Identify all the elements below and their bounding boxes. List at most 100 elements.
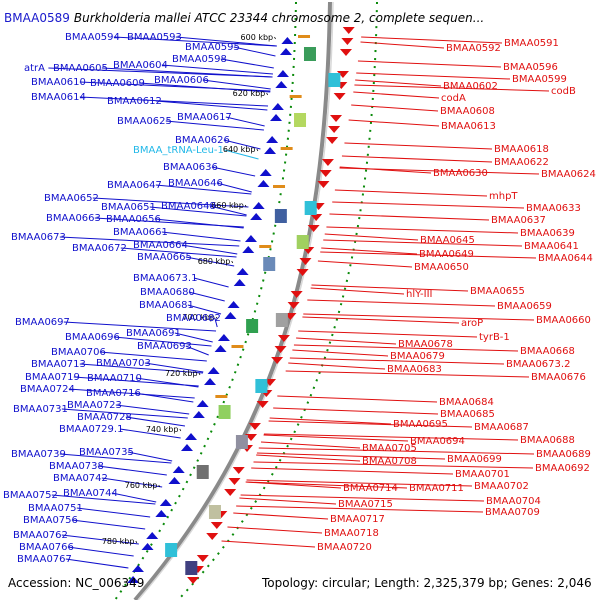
plus-strand-feature[interactable]	[296, 269, 309, 276]
gene-label-right[interactable]: BMAA0715	[338, 499, 393, 510]
plus-strand-feature[interactable]	[330, 115, 343, 122]
gene-label-left[interactable]: BMAA0664	[133, 240, 188, 251]
plus-strand-feature[interactable]	[271, 357, 284, 364]
gene-label-right[interactable]: BMAA0705	[362, 443, 417, 454]
gene-label-right[interactable]: hlY-III	[406, 289, 433, 300]
gene-label-left[interactable]: BMAA0735	[79, 447, 134, 458]
plus-strand-feature[interactable]	[245, 434, 258, 441]
plus-strand-feature[interactable]	[224, 489, 237, 496]
minus-strand-feature[interactable]	[264, 147, 277, 154]
plus-strand-feature[interactable]	[342, 27, 355, 34]
minus-strand-feature[interactable]	[244, 235, 257, 242]
minus-strand-feature[interactable]	[271, 103, 284, 110]
gene-label-right[interactable]: BMAA0695	[393, 419, 448, 430]
gene-label-left[interactable]: BMAA_tRNA-Leu-1	[133, 145, 224, 156]
gene-label-right[interactable]: BMAA0708	[362, 456, 417, 467]
gene-label-left[interactable]: BMAA0651	[101, 202, 156, 213]
plus-strand-feature[interactable]	[326, 137, 339, 144]
gene-label-left[interactable]: BMAA0665	[137, 252, 192, 263]
gene-label-right[interactable]: BMAA0644	[538, 253, 593, 264]
header-locus-label[interactable]: BMAA0589	[4, 11, 70, 25]
minus-strand-feature[interactable]	[279, 48, 292, 55]
gene-label-right[interactable]: BMAA0678	[398, 339, 453, 350]
minus-strand-feature[interactable]	[224, 312, 237, 319]
gene-label-right[interactable]: BMAA0692	[535, 463, 590, 474]
gene-label-left[interactable]: BMAA0656	[106, 214, 161, 225]
gene-label-left[interactable]: BMAA0661	[113, 227, 168, 238]
gene-label-right[interactable]: BMAA0650	[414, 262, 469, 273]
gene-label-left[interactable]: BMAA0609	[90, 78, 145, 89]
plus-strand-feature[interactable]	[336, 71, 349, 78]
gene-label-left[interactable]: BMAA0673.1	[133, 273, 197, 284]
gene-label-left[interactable]: BMAA0682	[166, 313, 221, 324]
plus-strand-feature[interactable]	[196, 555, 209, 562]
gene-label-left[interactable]: BMAA0605	[53, 63, 108, 74]
gene-label-left[interactable]: BMAA0610	[31, 77, 86, 88]
gene-label-right[interactable]: BMAA0624	[541, 169, 596, 180]
minus-strand-feature[interactable]	[207, 367, 220, 374]
gene-label-right[interactable]: BMAA0717	[330, 514, 385, 525]
plus-strand-feature[interactable]	[341, 38, 354, 45]
gene-label-left[interactable]: BMAA0617	[177, 112, 232, 123]
gene-label-right[interactable]: BMAA0592	[446, 43, 501, 54]
gene-label-right[interactable]: BMAA0668	[520, 346, 575, 357]
minus-strand-feature[interactable]	[281, 37, 294, 44]
minus-strand-feature[interactable]	[196, 400, 209, 407]
minus-strand-feature[interactable]	[217, 334, 230, 341]
gene-label-right[interactable]: codB	[551, 86, 576, 97]
gene-label-right[interactable]: BMAA0649	[419, 249, 474, 260]
gene-label-left[interactable]: BMAA0594	[65, 32, 120, 43]
gene-label-left[interactable]: BMAA0716	[86, 388, 141, 399]
gene-label-left[interactable]: BMAA0598	[172, 54, 227, 65]
minus-strand-feature[interactable]	[172, 466, 185, 473]
gene-label-left[interactable]: BMAA0680	[140, 287, 195, 298]
plus-strand-feature[interactable]	[210, 522, 223, 529]
minus-strand-feature[interactable]	[252, 202, 265, 209]
minus-strand-feature[interactable]	[159, 499, 172, 506]
gene-label-left[interactable]: BMAA0738	[49, 461, 104, 472]
gene-label-right[interactable]: BMAA0618	[494, 144, 549, 155]
gene-label-right[interactable]: BMAA0714	[343, 483, 398, 494]
plus-strand-feature[interactable]	[232, 467, 245, 474]
plus-strand-feature[interactable]	[299, 258, 312, 265]
gene-label-right[interactable]: BMAA0596	[503, 62, 558, 73]
plus-strand-feature[interactable]	[287, 302, 300, 309]
gene-label-left[interactable]: BMAA0697	[15, 317, 70, 328]
plus-strand-feature[interactable]	[319, 170, 332, 177]
minus-strand-feature[interactable]	[204, 378, 217, 385]
gene-label-right[interactable]: BMAA0687	[474, 422, 529, 433]
gene-label-left[interactable]: BMAA0652	[44, 193, 99, 204]
gene-label-left[interactable]: BMAA0751	[28, 503, 83, 514]
gene-label-left[interactable]: BMAA0681	[139, 300, 194, 311]
gene-label-right[interactable]: BMAA0645	[420, 235, 475, 246]
gene-label-right[interactable]: BMAA0683	[387, 364, 442, 375]
gene-label-left[interactable]: BMAA0626	[175, 135, 230, 146]
plus-strand-feature[interactable]	[328, 126, 341, 133]
gene-label-left[interactable]: BMAA0739	[11, 449, 66, 460]
minus-strand-feature[interactable]	[180, 444, 193, 451]
gene-label-right[interactable]: BMAA0718	[324, 528, 379, 539]
gene-label-right[interactable]: BMAA0688	[520, 435, 575, 446]
gene-label-left[interactable]: BMAA0706	[51, 347, 106, 358]
minus-strand-feature[interactable]	[185, 433, 198, 440]
minus-strand-feature[interactable]	[168, 477, 181, 484]
gene-label-right[interactable]: BMAA0622	[494, 157, 549, 168]
gene-label-right[interactable]: BMAA0613	[441, 121, 496, 132]
gene-label-left[interactable]: BMAA0729.1	[59, 424, 123, 435]
gene-label-left[interactable]: BMAA0731	[13, 404, 68, 415]
minus-strand-feature[interactable]	[259, 169, 272, 176]
gene-label-right[interactable]: BMAA0720	[317, 542, 372, 553]
minus-strand-feature[interactable]	[275, 81, 288, 88]
gene-label-right[interactable]: BMAA0679	[390, 351, 445, 362]
gene-label-right[interactable]: BMAA0711	[409, 483, 464, 494]
gene-label-right[interactable]: BMAA0630	[433, 168, 488, 179]
gene-label-right[interactable]: BMAA0699	[447, 454, 502, 465]
gene-label-right[interactable]: BMAA0685	[440, 409, 495, 420]
gene-label-left[interactable]: BMAA0723	[67, 400, 122, 411]
gene-label-right[interactable]: BMAA0684	[439, 397, 494, 408]
minus-strand-feature[interactable]	[236, 268, 249, 275]
gene-label-left[interactable]: BMAA0673	[11, 232, 66, 243]
plus-strand-feature[interactable]	[277, 335, 290, 342]
gene-label-left[interactable]: BMAA0767	[17, 554, 72, 565]
gene-label-right[interactable]: BMAA0637	[491, 215, 546, 226]
